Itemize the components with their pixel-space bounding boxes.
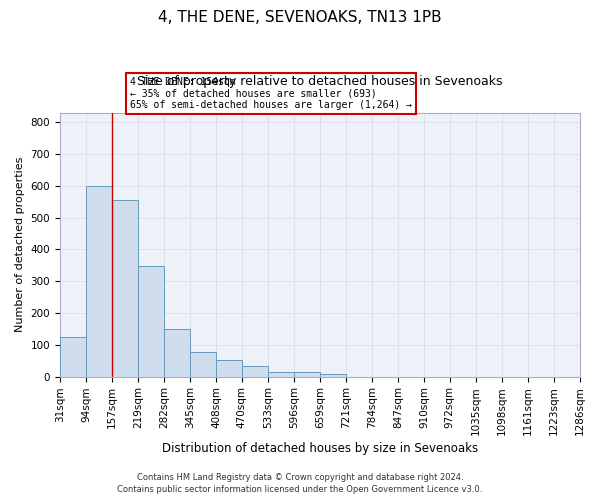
- X-axis label: Distribution of detached houses by size in Sevenoaks: Distribution of detached houses by size …: [162, 442, 478, 455]
- Bar: [164, 329, 190, 376]
- Bar: [138, 266, 164, 376]
- Bar: [86, 186, 112, 376]
- Bar: [242, 366, 268, 376]
- Bar: [294, 372, 320, 376]
- Bar: [216, 360, 242, 376]
- Text: 4, THE DENE, SEVENOAKS, TN13 1PB: 4, THE DENE, SEVENOAKS, TN13 1PB: [158, 10, 442, 25]
- Bar: [112, 200, 138, 376]
- Title: Size of property relative to detached houses in Sevenoaks: Size of property relative to detached ho…: [137, 75, 503, 88]
- Y-axis label: Number of detached properties: Number of detached properties: [15, 157, 25, 332]
- Text: 4 THE DENE: 154sqm
← 35% of detached houses are smaller (693)
65% of semi-detach: 4 THE DENE: 154sqm ← 35% of detached hou…: [130, 77, 412, 110]
- Text: Contains HM Land Registry data © Crown copyright and database right 2024.
Contai: Contains HM Land Registry data © Crown c…: [118, 472, 482, 494]
- Bar: [320, 374, 346, 376]
- Bar: [268, 372, 294, 376]
- Bar: [60, 337, 86, 376]
- Bar: [190, 352, 216, 376]
